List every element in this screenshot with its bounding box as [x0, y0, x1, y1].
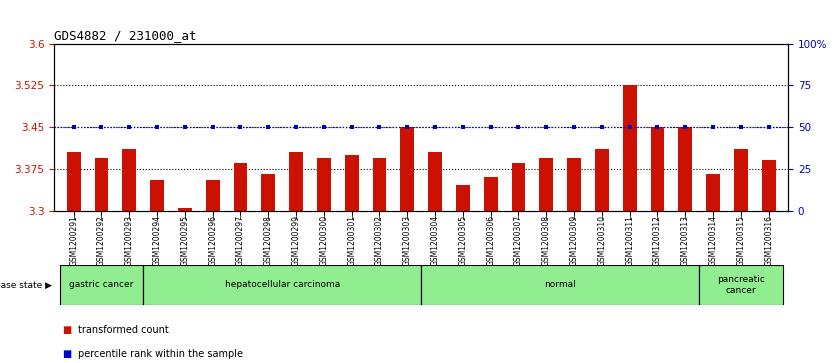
Text: ■: ■	[63, 349, 72, 359]
Text: GSM1200305: GSM1200305	[459, 215, 467, 266]
Bar	[567, 158, 581, 211]
Bar	[67, 152, 81, 211]
Bar	[344, 155, 359, 211]
Bar	[595, 149, 609, 211]
Text: GDS4882 / 231000_at: GDS4882 / 231000_at	[54, 29, 197, 42]
Text: GSM1200292: GSM1200292	[97, 215, 106, 266]
Text: GSM1200307: GSM1200307	[514, 215, 523, 266]
Text: disease state ▶: disease state ▶	[0, 281, 52, 289]
Text: normal: normal	[545, 281, 576, 289]
Text: GSM1200297: GSM1200297	[236, 215, 245, 266]
Text: GSM1200314: GSM1200314	[709, 215, 717, 266]
Text: GSM1200315: GSM1200315	[736, 215, 746, 266]
Text: GSM1200308: GSM1200308	[542, 215, 550, 266]
Bar	[428, 152, 442, 211]
Text: hepatocellular carcinoma: hepatocellular carcinoma	[224, 281, 339, 289]
Text: GSM1200301: GSM1200301	[347, 215, 356, 266]
Text: ■: ■	[63, 325, 72, 335]
Bar	[734, 149, 748, 211]
Text: GSM1200299: GSM1200299	[292, 215, 300, 266]
Text: GSM1200316: GSM1200316	[764, 215, 773, 266]
Text: GSM1200291: GSM1200291	[69, 215, 78, 266]
Bar	[456, 185, 470, 211]
Bar	[623, 85, 636, 211]
Text: GSM1200303: GSM1200303	[403, 215, 412, 266]
Bar	[317, 158, 331, 211]
Bar	[699, 265, 782, 305]
Bar	[678, 127, 692, 211]
Text: GSM1200298: GSM1200298	[264, 215, 273, 266]
Text: GSM1200302: GSM1200302	[375, 215, 384, 266]
Text: GSM1200300: GSM1200300	[319, 215, 329, 266]
Bar	[373, 158, 386, 211]
Bar	[421, 265, 699, 305]
Text: GSM1200295: GSM1200295	[180, 215, 189, 266]
Bar	[400, 127, 414, 211]
Text: gastric cancer: gastric cancer	[69, 281, 133, 289]
Bar	[540, 158, 553, 211]
Bar	[706, 174, 720, 211]
Text: GSM1200312: GSM1200312	[653, 215, 662, 266]
Bar	[150, 180, 164, 211]
Bar	[261, 174, 275, 211]
Bar	[94, 158, 108, 211]
Bar	[60, 265, 143, 305]
Text: GSM1200310: GSM1200310	[597, 215, 606, 266]
Bar	[651, 127, 665, 211]
Text: GSM1200296: GSM1200296	[208, 215, 217, 266]
Text: GSM1200304: GSM1200304	[430, 215, 440, 266]
Text: GSM1200309: GSM1200309	[570, 215, 579, 266]
Bar	[289, 152, 303, 211]
Bar	[143, 265, 421, 305]
Bar	[761, 160, 776, 211]
Text: GSM1200311: GSM1200311	[626, 215, 634, 266]
Bar	[206, 180, 219, 211]
Text: percentile rank within the sample: percentile rank within the sample	[78, 349, 243, 359]
Bar	[484, 177, 498, 211]
Text: GSM1200294: GSM1200294	[153, 215, 162, 266]
Text: transformed count: transformed count	[78, 325, 168, 335]
Bar	[511, 163, 525, 211]
Bar	[234, 163, 248, 211]
Text: GSM1200293: GSM1200293	[125, 215, 133, 266]
Bar	[178, 208, 192, 211]
Bar	[123, 149, 136, 211]
Text: pancreatic
cancer: pancreatic cancer	[717, 275, 765, 295]
Text: GSM1200313: GSM1200313	[681, 215, 690, 266]
Text: GSM1200306: GSM1200306	[486, 215, 495, 266]
